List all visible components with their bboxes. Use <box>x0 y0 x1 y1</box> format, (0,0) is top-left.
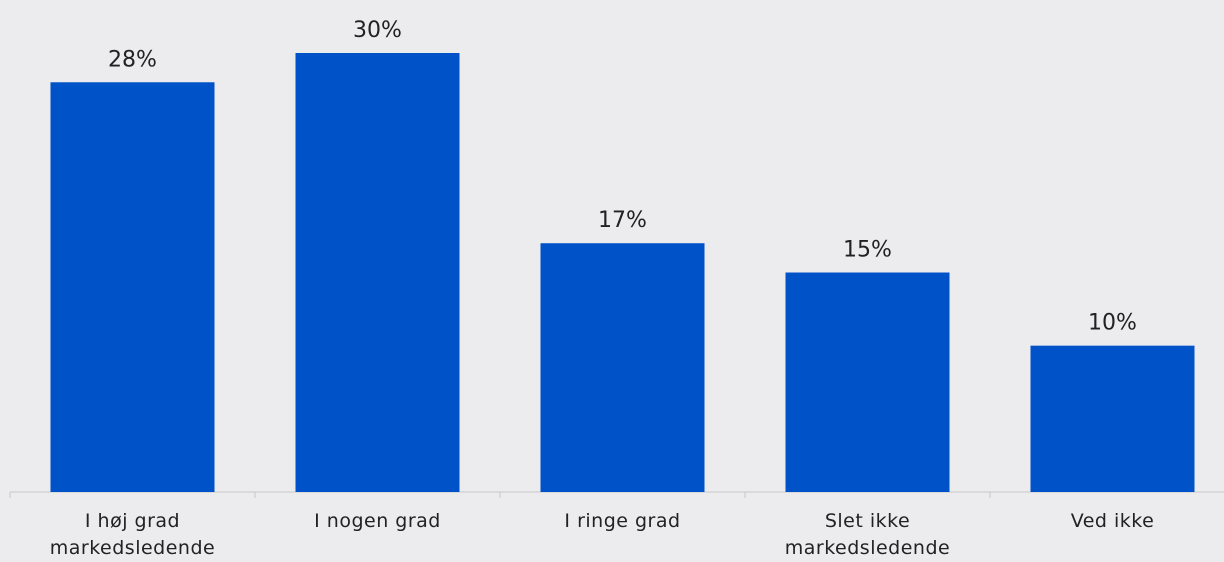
value-label: 15% <box>843 238 892 263</box>
x-tick-label: I ringe grad <box>564 510 681 532</box>
bar <box>785 272 950 492</box>
x-tick-label: Slet ikke markedsledende <box>784 510 951 559</box>
bar <box>1030 345 1195 492</box>
x-tick-label: I høj grad markedsledende <box>49 510 216 559</box>
bar <box>50 82 215 493</box>
bar <box>295 53 460 492</box>
x-tick-label: I nogen grad <box>314 510 441 532</box>
value-label: 28% <box>108 47 157 72</box>
x-tick-label: Ved ikke <box>1070 510 1155 532</box>
value-label: 10% <box>1088 311 1137 336</box>
value-label: 17% <box>598 208 647 233</box>
bar <box>540 243 705 492</box>
value-label: 30% <box>353 18 402 43</box>
